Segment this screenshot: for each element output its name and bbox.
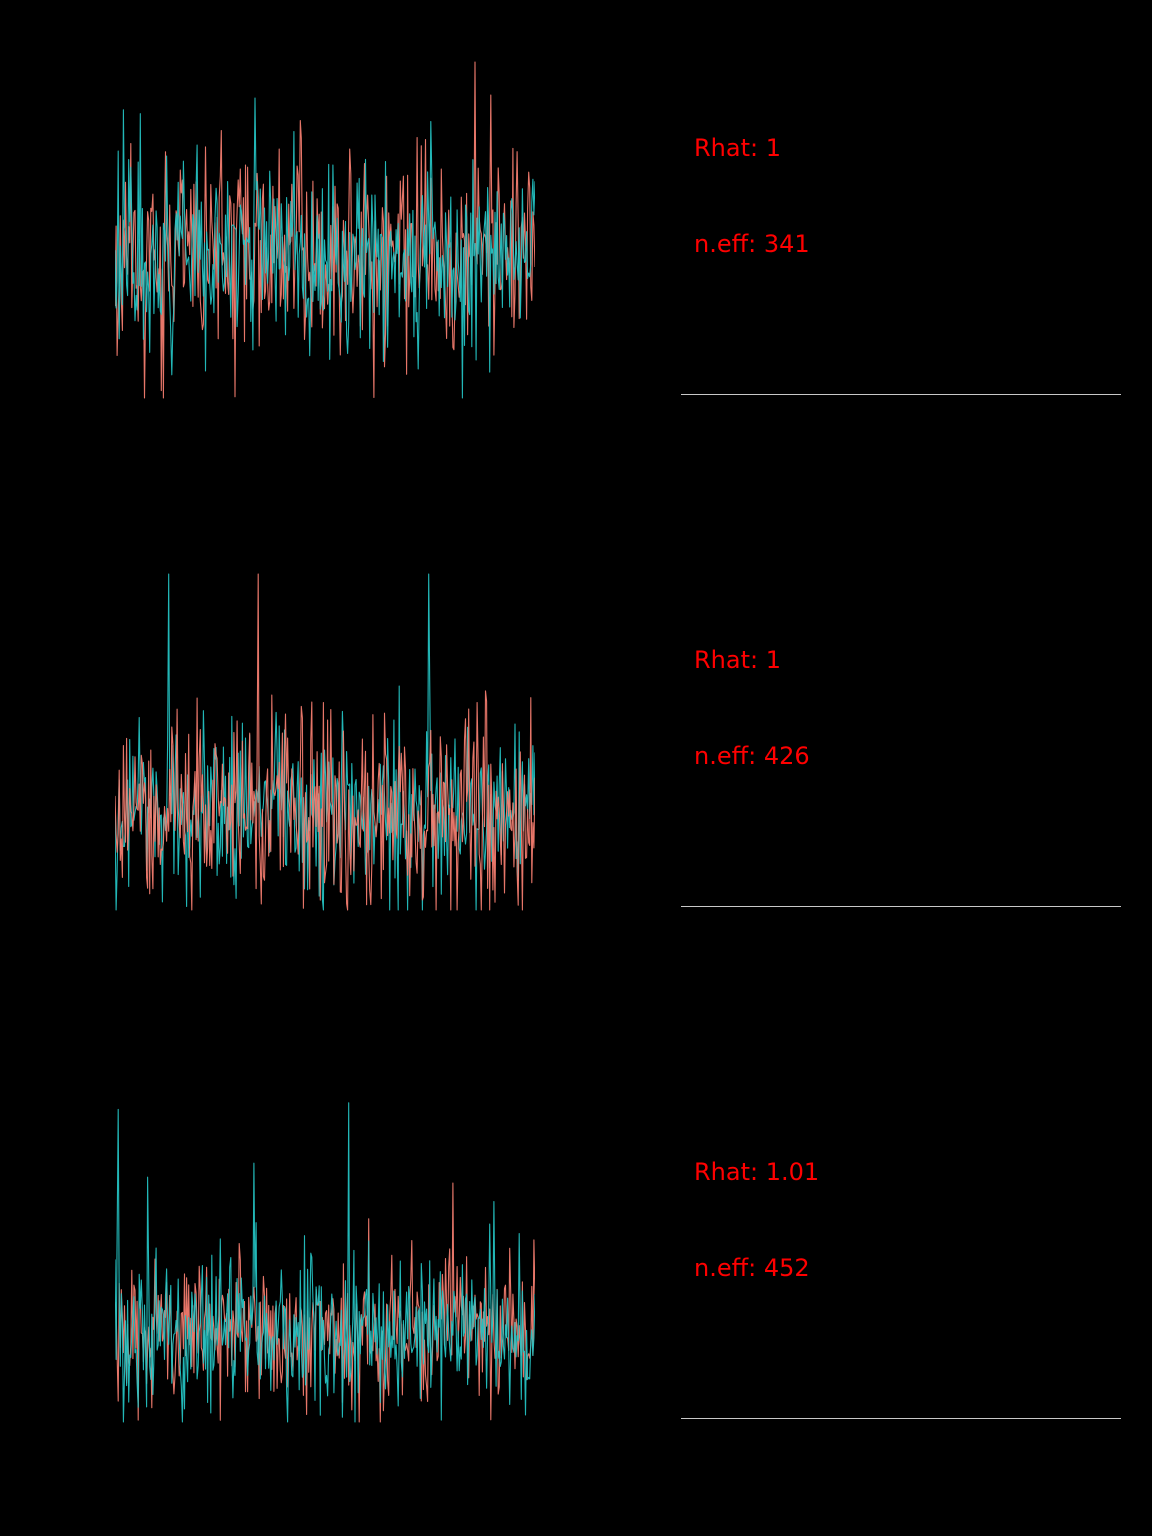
density-axis-line — [681, 906, 1121, 907]
parameter-panel: Rhat: 1 n.eff: 426 — [0, 512, 1152, 1024]
trace-line-chain-1 — [115, 1182, 535, 1423]
diagnostic-annotation: Rhat: 1 n.eff: 341 — [694, 68, 810, 324]
rhat-label: Rhat: 1 — [694, 646, 781, 674]
density-axis-line — [681, 1418, 1121, 1419]
rhat-label: Rhat: 1.01 — [694, 1158, 820, 1186]
neff-label: n.eff: 452 — [694, 1254, 810, 1282]
trace-plot — [115, 61, 535, 399]
trace-plot — [115, 1102, 535, 1423]
diagnostic-annotation: Rhat: 1.01 n.eff: 452 — [694, 1092, 819, 1348]
neff-label: n.eff: 341 — [694, 230, 810, 258]
neff-label: n.eff: 426 — [694, 742, 810, 770]
density-axis-line — [681, 394, 1121, 395]
trace-plot — [115, 573, 535, 911]
parameter-panel: Rhat: 1 n.eff: 341 — [0, 0, 1152, 512]
trace-line-chain-1 — [115, 573, 535, 911]
trace-line-chain-2 — [115, 97, 535, 399]
trace-line-chain-2 — [115, 1102, 535, 1423]
diagnostic-annotation: Rhat: 1 n.eff: 426 — [694, 580, 810, 836]
rhat-label: Rhat: 1 — [694, 134, 781, 162]
parameter-panel: Rhat: 1.01 n.eff: 452 — [0, 1024, 1152, 1536]
